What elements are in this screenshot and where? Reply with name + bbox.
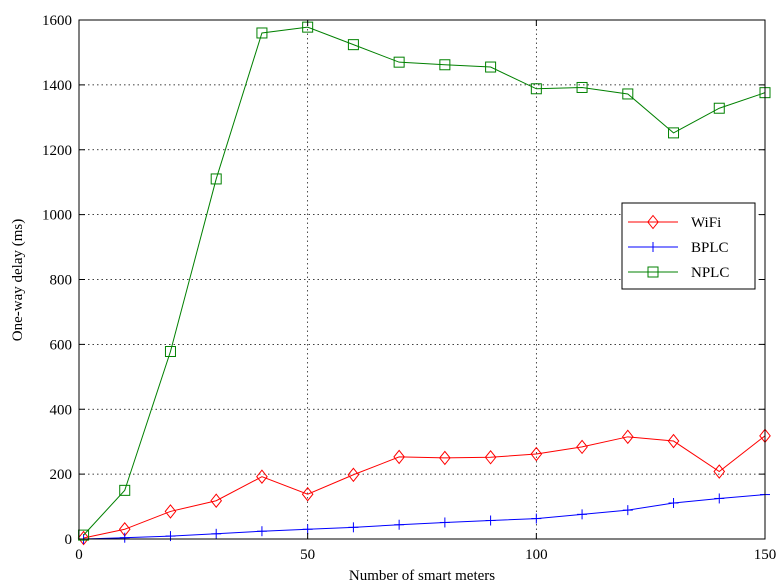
ticks: 0 50 100 150 0 200 400 600 800 1000 1200 1400 1600 [42, 13, 776, 563]
bplc-point [348, 522, 359, 533]
bplc-line [83, 494, 766, 540]
data-series [77, 21, 771, 546]
bplc-point [485, 515, 496, 526]
wifi-point [713, 464, 726, 479]
bplc-point [714, 493, 725, 504]
series-wifi [77, 428, 771, 546]
nplc-point [393, 56, 405, 68]
legend-entry-bplc: BPLC [628, 240, 729, 256]
y-tick-label: 1400 [42, 78, 72, 94]
bplc-point [668, 497, 679, 508]
wifi-point [347, 467, 360, 483]
nplc-point [256, 27, 268, 39]
legend-label-bplc: BPLC [691, 240, 729, 256]
x-tick-label: 0 [75, 547, 83, 563]
nplc-line [83, 26, 766, 536]
wifi-point [164, 504, 177, 519]
nplc-point [119, 484, 131, 496]
legend-marker-wifi [647, 214, 659, 230]
nplc-point [713, 102, 725, 114]
nplc-point [530, 83, 542, 95]
wifi-point [301, 486, 314, 502]
legend-box [621, 202, 756, 290]
y-tick-label: 1000 [42, 208, 72, 224]
bplc-point [302, 524, 313, 535]
wifi-point [439, 450, 451, 466]
bplc-point [531, 513, 542, 524]
y-tick-label: 800 [50, 273, 73, 289]
legend-marker-nplc [647, 266, 659, 278]
y-tick-label: 0 [65, 532, 73, 548]
y-axis-label: One-way delay (ms) [10, 219, 26, 341]
wifi-point [77, 530, 90, 546]
legend-entry-wifi: WiFi [628, 214, 721, 231]
nplc-point [347, 39, 359, 51]
series-nplc [78, 21, 771, 541]
wifi-point [256, 469, 268, 485]
wifi-point [210, 493, 223, 509]
y-tick-label: 600 [50, 337, 73, 353]
wifi-point [621, 429, 634, 445]
bplc-point [577, 509, 588, 520]
bplc-point [119, 532, 130, 543]
wifi-point [530, 446, 543, 462]
legend-marker-bplc [648, 242, 658, 252]
nplc-point [485, 61, 497, 73]
y-tick-label: 1200 [42, 143, 72, 159]
bplc-point [622, 505, 633, 516]
nplc-point [439, 59, 451, 71]
y-tick-label: 1600 [42, 13, 72, 29]
wifi-point [667, 433, 680, 449]
legend: WiFi BPLC NPLC [621, 202, 756, 290]
wifi-point [576, 439, 588, 455]
nplc-point [668, 127, 680, 139]
wifi-point [393, 449, 405, 465]
y-tick-label: 400 [50, 402, 73, 418]
nplc-point [164, 346, 176, 358]
x-tick-label: 50 [300, 547, 315, 563]
nplc-point [622, 88, 634, 100]
x-tick-label: 150 [754, 547, 777, 563]
bplc-point [439, 517, 450, 528]
wifi-point [484, 449, 497, 465]
nplc-point [576, 81, 588, 93]
y-tick-label: 200 [50, 467, 73, 483]
nplc-point [210, 173, 222, 185]
bplc-point [394, 519, 405, 530]
bplc-point [256, 526, 267, 537]
legend-entry-nplc: NPLC [628, 265, 729, 281]
legend-label-wifi: WiFi [691, 215, 721, 231]
bplc-point [211, 528, 222, 539]
x-axis-label: Number of smart meters [349, 568, 495, 583]
x-tick-label: 100 [525, 547, 548, 563]
wifi-line [83, 435, 766, 539]
legend-label-nplc: NPLC [691, 265, 729, 281]
